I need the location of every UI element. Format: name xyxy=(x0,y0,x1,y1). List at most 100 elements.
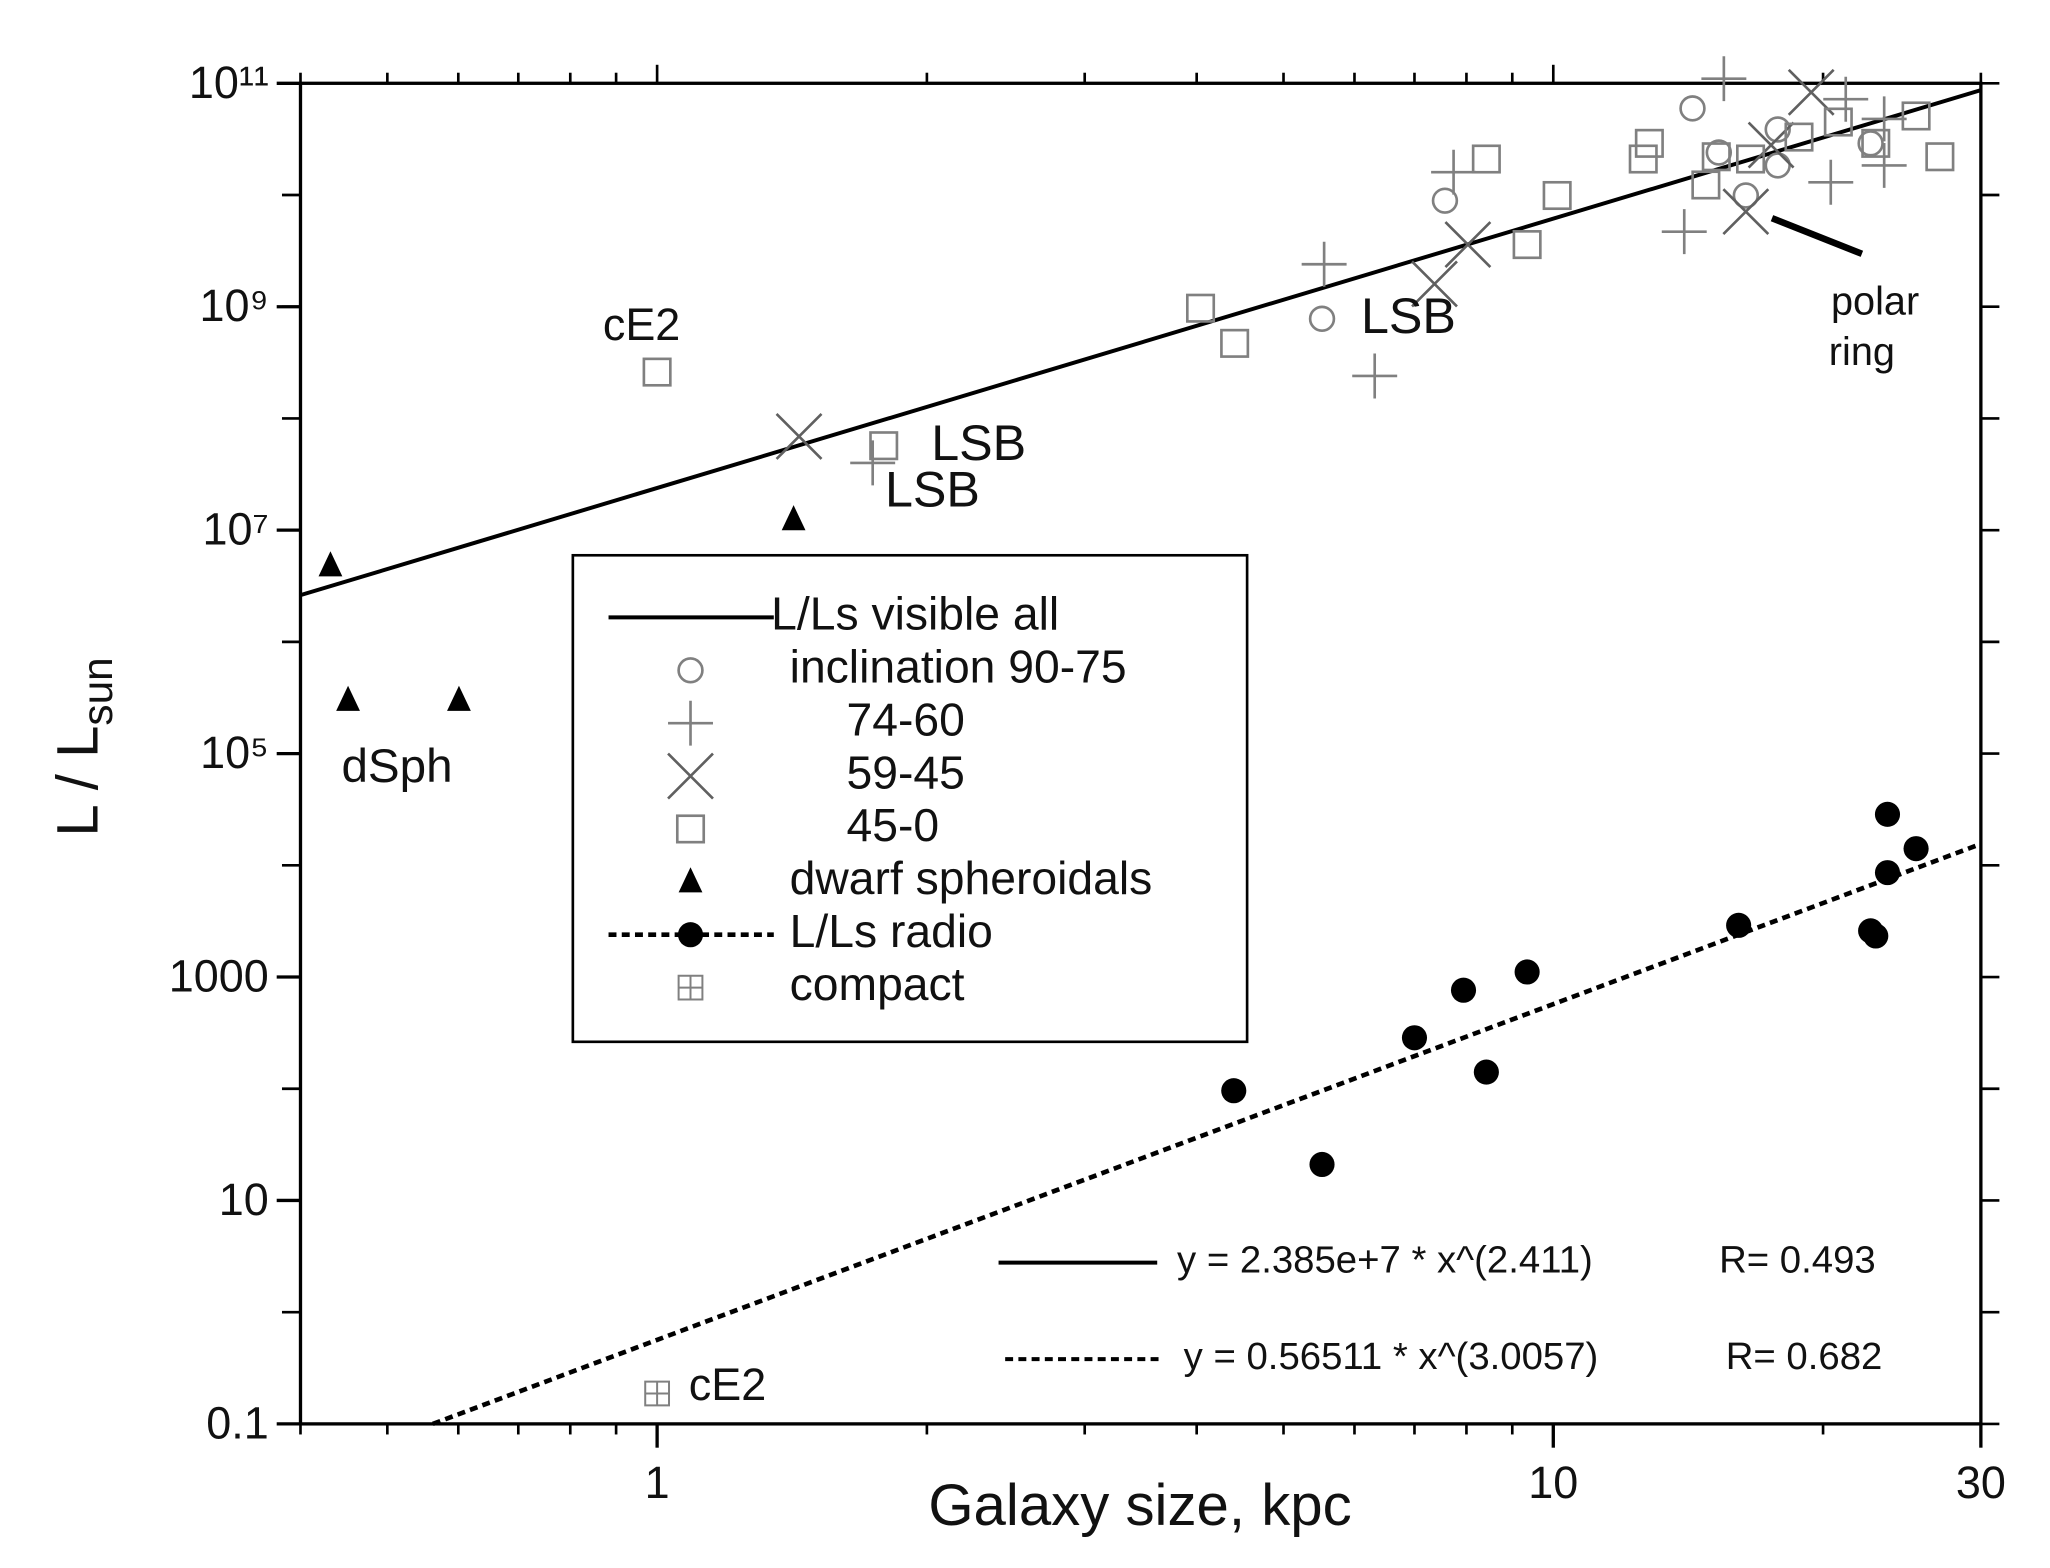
x-tick-label: 10 xyxy=(1528,1457,1578,1508)
square-marker xyxy=(1901,101,1931,131)
polar-ring-pointer xyxy=(1770,215,1864,257)
dot-marker xyxy=(1221,1078,1247,1104)
square-marker xyxy=(1691,170,1721,200)
legend-label: L/Ls radio xyxy=(790,905,993,957)
square-marker xyxy=(1220,328,1250,358)
legend-label: 74-60 xyxy=(847,693,965,745)
cross-marker xyxy=(1787,68,1835,116)
cross-marker xyxy=(1722,188,1770,236)
legend-label: 59-45 xyxy=(847,746,965,798)
square-marker xyxy=(642,357,672,387)
square-marker xyxy=(1736,144,1766,174)
x-tick-label: 30 xyxy=(1956,1457,2006,1508)
y-tick-label: 10⁵ xyxy=(200,727,269,778)
triangle-marker xyxy=(447,685,471,711)
y-axis-title-sub: sun xyxy=(74,657,121,725)
annotation: cE2 xyxy=(689,1359,766,1410)
legend-box xyxy=(571,553,1249,1044)
plus-marker xyxy=(1861,96,1907,142)
plus-marker xyxy=(850,440,896,486)
plus-marker xyxy=(1661,209,1707,255)
plus-marker xyxy=(668,700,713,746)
plus-marker xyxy=(1352,353,1398,399)
square-marker xyxy=(1542,180,1572,211)
square-marker xyxy=(869,431,899,461)
equation-text: y = 2.385e+7 * x^(2.411) xyxy=(1177,1239,1593,1282)
circle-marker xyxy=(1732,182,1760,209)
y-tick-label: 10¹¹ xyxy=(189,57,269,108)
circle-marker xyxy=(1764,116,1791,143)
circle-marker xyxy=(1431,187,1459,214)
annotation: LSB xyxy=(1361,288,1456,344)
equation-text: y = 0.56511 * x^(3.0057) xyxy=(1184,1335,1599,1378)
square-marker xyxy=(1628,144,1658,174)
square-marker xyxy=(1784,122,1814,152)
dot-marker xyxy=(1874,860,1901,886)
cross-marker xyxy=(1444,221,1492,268)
annotation: LSB xyxy=(885,461,980,517)
y-axis-title: L / Lsun xyxy=(46,657,121,836)
dot-marker xyxy=(1863,923,1889,949)
dot-marker xyxy=(1874,801,1901,827)
plus-marker xyxy=(1808,159,1854,205)
square-marker xyxy=(1185,293,1216,323)
cross-marker xyxy=(667,752,714,800)
fit-line xyxy=(299,88,1982,598)
dot-marker xyxy=(677,922,704,948)
compact-marker xyxy=(644,1380,671,1407)
plus-marker xyxy=(1301,241,1347,287)
y-tick-label: 10 xyxy=(219,1174,269,1225)
plus-marker xyxy=(1701,56,1747,102)
square-marker xyxy=(1823,107,1853,137)
radio-fit-line xyxy=(432,841,1982,1427)
y-tick-label: 1000 xyxy=(169,951,269,1002)
circle-marker xyxy=(1679,95,1706,122)
square-marker xyxy=(1471,144,1501,174)
legend-label: L/Ls visible all xyxy=(771,588,1059,640)
annotation: ring xyxy=(1829,330,1895,374)
equation-r: R= 0.682 xyxy=(1726,1335,1883,1378)
dot-marker xyxy=(1309,1151,1335,1178)
square-marker xyxy=(1512,230,1542,260)
x-tick-label: 1 xyxy=(645,1457,670,1508)
dot-marker xyxy=(1401,1025,1428,1051)
circle-marker xyxy=(1308,305,1336,333)
triangle-marker xyxy=(678,867,703,893)
legend-label: dwarf spheroidals xyxy=(790,852,1153,904)
annotation: dSph xyxy=(341,740,452,793)
compact-marker xyxy=(677,974,704,1001)
dot-marker xyxy=(1726,912,1752,938)
dot-marker xyxy=(1514,959,1540,985)
triangle-marker xyxy=(781,505,806,531)
legend-label: compact xyxy=(790,958,965,1010)
y-tick-label: 10⁹ xyxy=(200,280,269,331)
equation-r: R= 0.493 xyxy=(1719,1239,1876,1282)
plus-marker xyxy=(1861,142,1907,188)
x-axis-title: Galaxy size, kpc xyxy=(928,1473,1351,1538)
cross-marker xyxy=(1411,260,1458,308)
plus-marker xyxy=(1431,149,1477,195)
annotation: polar xyxy=(1831,280,1919,324)
circle-marker xyxy=(677,657,704,684)
square-marker xyxy=(1861,128,1891,158)
cross-marker xyxy=(775,413,823,460)
legend-label: 45-0 xyxy=(847,799,940,851)
y-tick-label: 0.1 xyxy=(206,1397,268,1448)
square-marker xyxy=(1701,142,1731,172)
dot-marker xyxy=(1450,977,1477,1003)
triangle-marker xyxy=(336,685,360,711)
circle-marker xyxy=(1764,152,1791,179)
annotation: cE2 xyxy=(603,299,680,350)
triangle-marker xyxy=(318,551,343,577)
legend-label: inclination 90-75 xyxy=(790,641,1127,693)
plus-marker xyxy=(1823,76,1869,122)
annotation: LSB xyxy=(931,415,1026,471)
square-marker xyxy=(1925,142,1955,172)
dot-marker xyxy=(1903,836,1929,862)
square-marker xyxy=(1634,128,1664,158)
y-tick-label: 10⁷ xyxy=(203,504,269,555)
dot-marker xyxy=(1473,1059,1499,1085)
square-marker xyxy=(675,814,706,844)
y-axis-title-main: L / L xyxy=(46,726,111,837)
